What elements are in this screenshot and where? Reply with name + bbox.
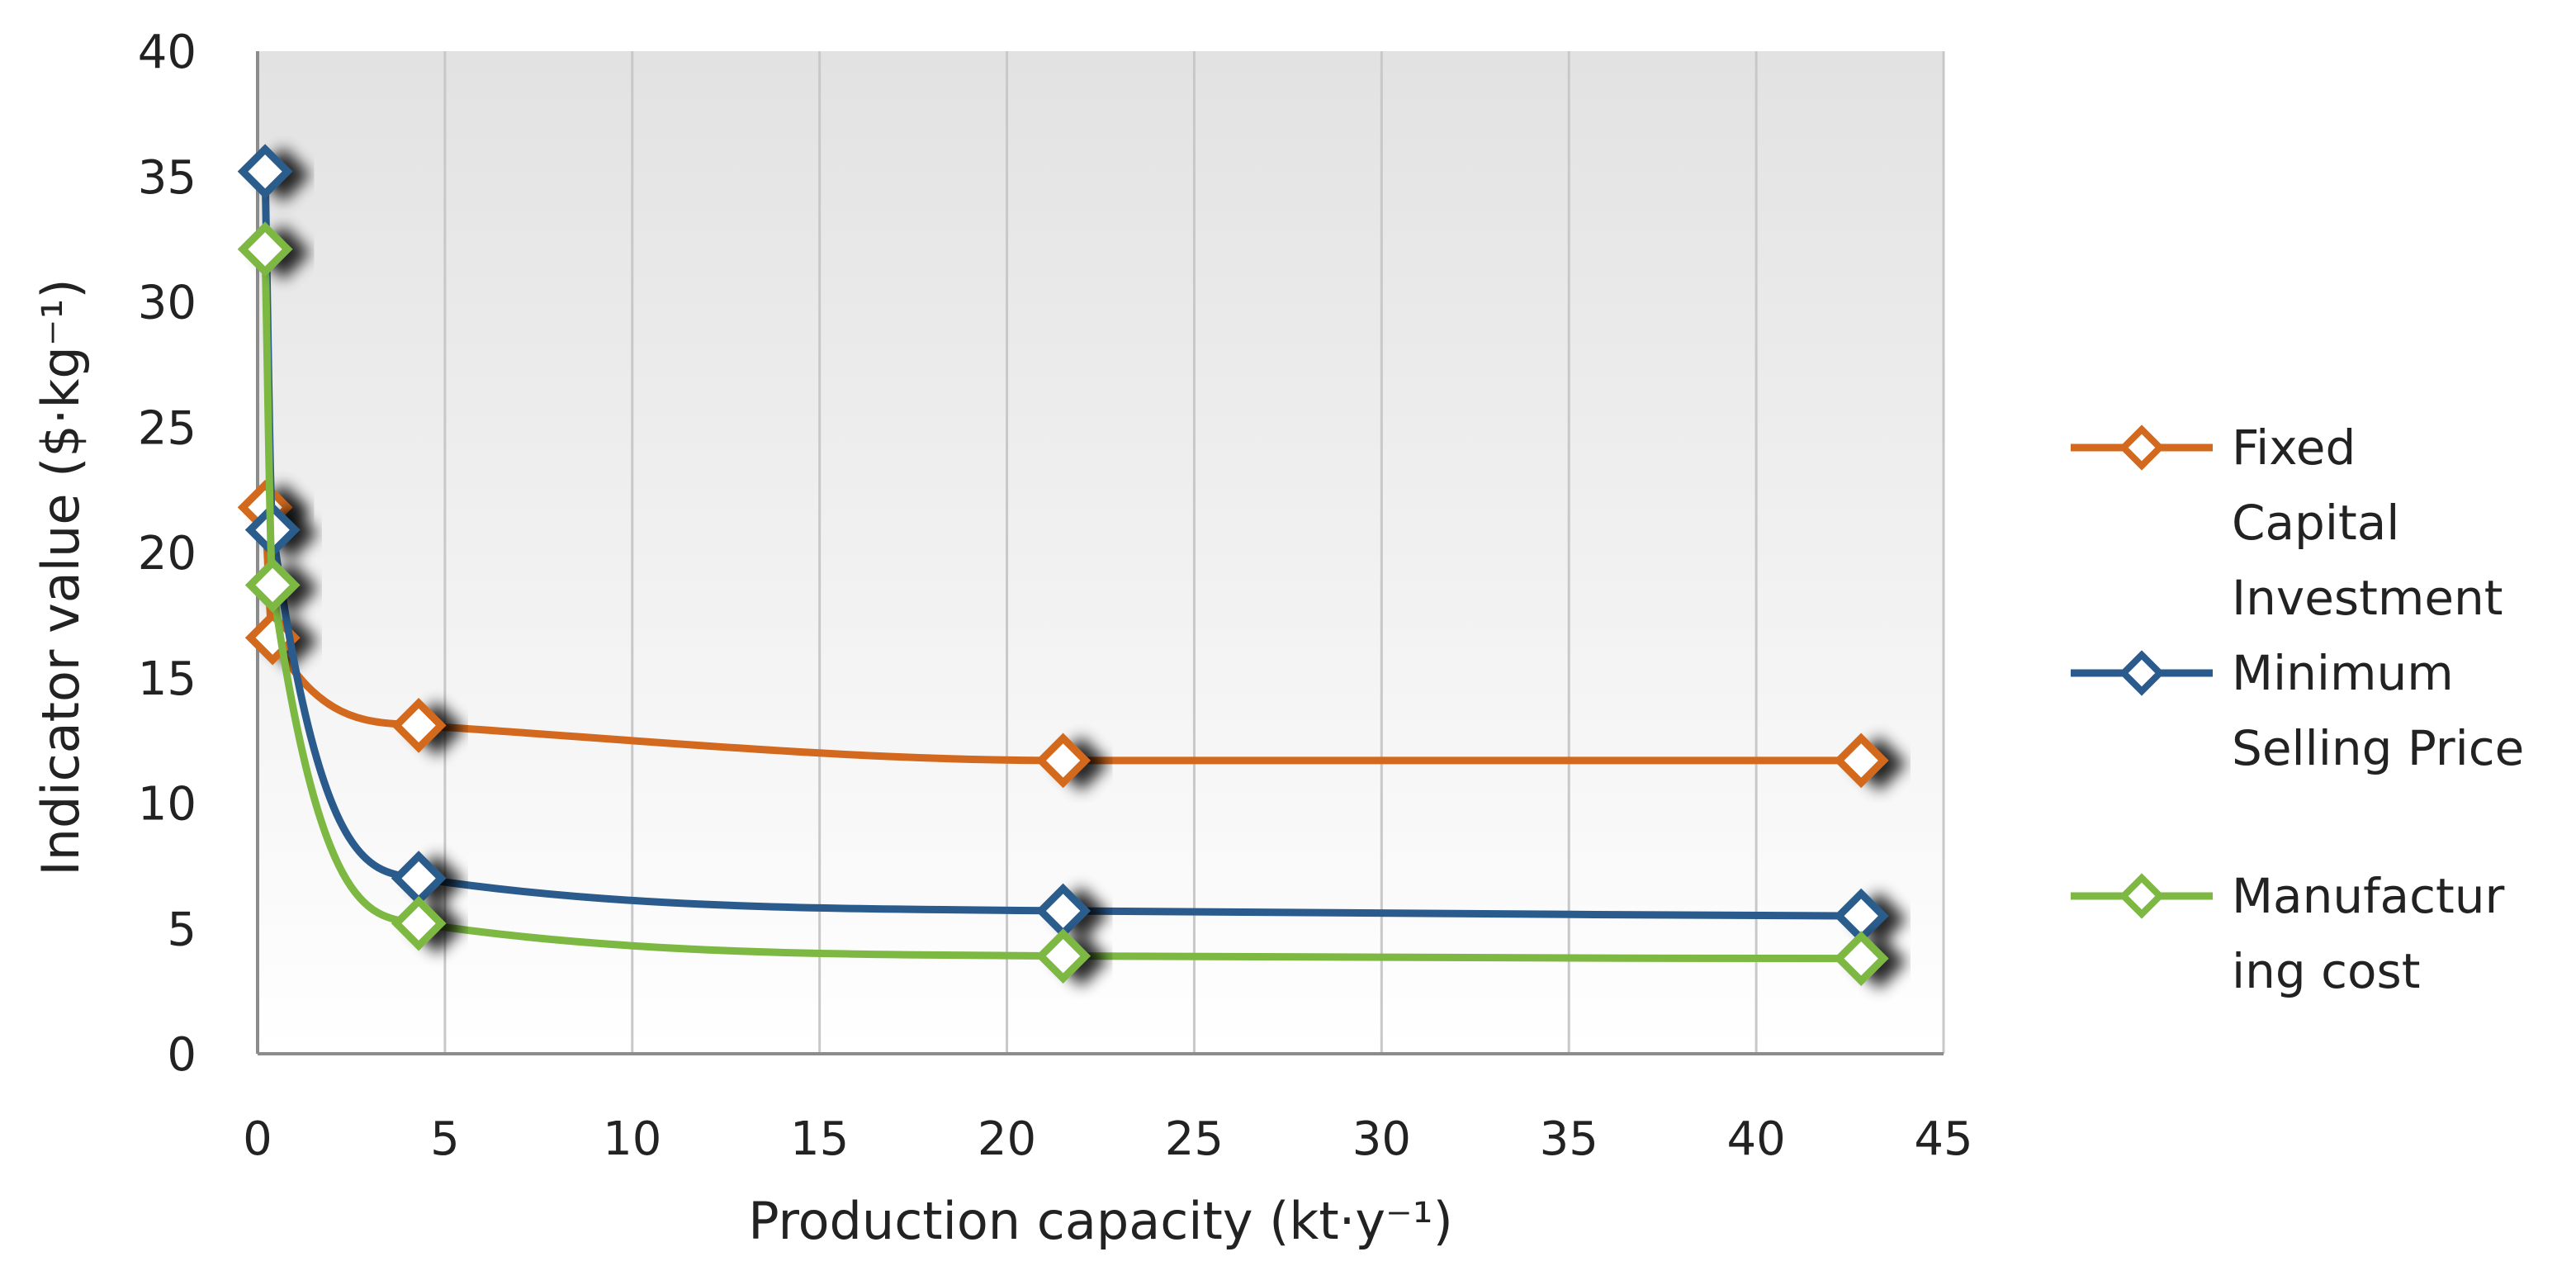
plot-background — [258, 51, 1944, 1054]
data-point — [391, 698, 447, 753]
legend-label: Fixed — [2232, 420, 2356, 476]
x-tick-label: 20 — [978, 1112, 1036, 1166]
legend-swatch-marker — [2119, 650, 2165, 696]
y-tick-label: 0 — [167, 1028, 197, 1082]
grid-lines — [443, 51, 1945, 1054]
x-tick-label: 35 — [1540, 1112, 1598, 1166]
legend-label: ing cost — [2232, 943, 2420, 999]
legend-label: Capital — [2232, 495, 2399, 551]
data-point — [1833, 733, 1889, 789]
data-point — [1035, 928, 1091, 984]
data-point — [391, 895, 447, 951]
legend: Fixed Capital Investment Minimum Selling Pri… — [2071, 420, 2524, 999]
legend-item-minimum-selling-price: Minimum Selling Price — [2071, 645, 2524, 776]
data-point — [1833, 931, 1889, 987]
y-tick-label: 10 — [138, 778, 197, 832]
legend-item-manufacturing-cost: Manufactur ing cost — [2071, 868, 2504, 999]
y-tick-label: 5 — [167, 903, 197, 956]
x-tick-label: 40 — [1726, 1112, 1785, 1166]
data-point — [237, 221, 293, 277]
x-tick-label: 10 — [603, 1112, 661, 1166]
axes — [256, 51, 1944, 1055]
x-tick-label: 45 — [1914, 1112, 1972, 1166]
y-tick-label: 20 — [138, 527, 197, 581]
series-manufacturing-cost — [237, 221, 1889, 987]
y-tick-label: 30 — [138, 277, 197, 330]
data-point — [244, 557, 301, 613]
y-tick-label: 40 — [138, 26, 197, 79]
data-point — [1035, 733, 1091, 789]
legend-swatch-marker — [2119, 873, 2165, 919]
tick-labels: 0 5 10 15 20 25 30 35 40 45 0 5 10 15 20 25 30 35 40 — [138, 26, 1973, 1166]
x-tick-label: 0 — [243, 1112, 272, 1166]
y-axis-title: Indicator value ($·kg⁻¹) — [31, 278, 91, 875]
y-tick-label: 35 — [138, 151, 197, 205]
x-axis-title: Production capacity (kt·y⁻¹) — [748, 1191, 1453, 1251]
x-tick-label: 25 — [1165, 1112, 1224, 1166]
legend-label: Selling Price — [2232, 720, 2524, 776]
x-tick-label: 5 — [430, 1112, 460, 1166]
legend-label: Minimum — [2232, 645, 2454, 701]
legend-label: Investment — [2232, 570, 2503, 626]
y-tick-label: 25 — [138, 401, 197, 455]
data-point — [237, 144, 293, 200]
x-tick-label: 15 — [790, 1112, 849, 1166]
legend-item-fixed-capital-investment: Fixed Capital Investment — [2071, 420, 2503, 626]
y-tick-label: 15 — [138, 652, 197, 706]
legend-label: Manufactur — [2232, 868, 2504, 924]
legend-swatch-marker — [2119, 424, 2165, 471]
series-layer — [237, 144, 1889, 987]
x-tick-label: 30 — [1352, 1112, 1411, 1166]
